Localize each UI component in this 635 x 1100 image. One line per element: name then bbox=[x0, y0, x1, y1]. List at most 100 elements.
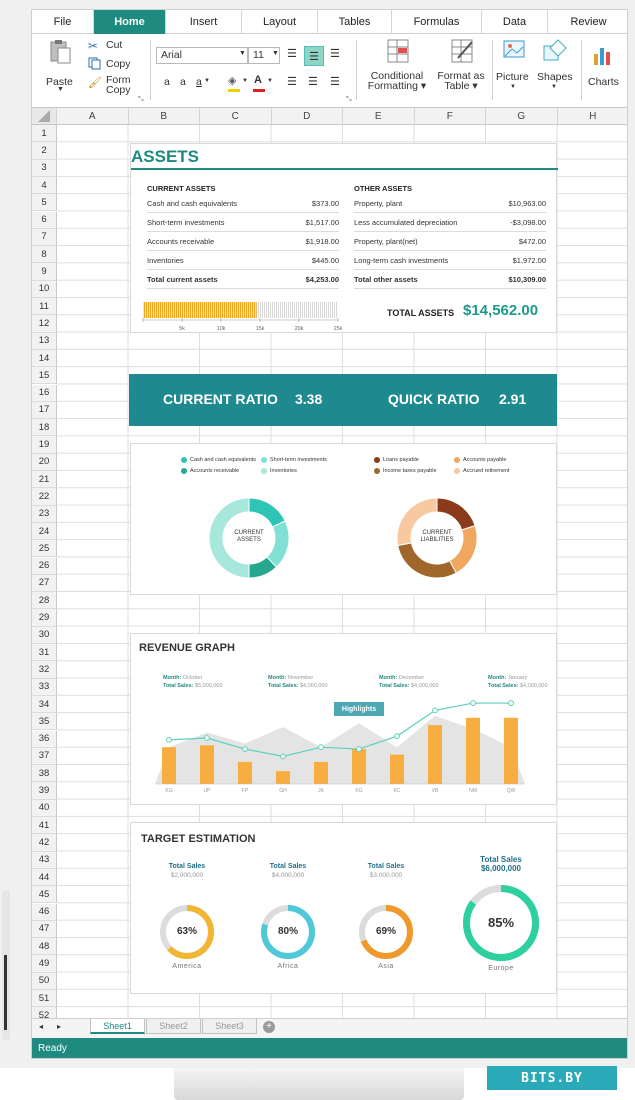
row-header[interactable]: 47 bbox=[32, 920, 57, 939]
row-header[interactable]: 33 bbox=[32, 678, 57, 696]
shapes-dropdown-icon[interactable]: ▼ bbox=[551, 84, 557, 90]
row-header[interactable]: 41 bbox=[32, 817, 57, 835]
row-header[interactable]: 28 bbox=[32, 592, 57, 610]
row-header[interactable]: 3 bbox=[32, 159, 57, 177]
fill-color-icon[interactable]: ◈ bbox=[228, 75, 237, 87]
row-header[interactable]: 15 bbox=[32, 367, 57, 385]
row-header[interactable]: 4 bbox=[32, 176, 57, 195]
row-header[interactable]: 45 bbox=[32, 886, 57, 904]
tab-tables[interactable]: Tables bbox=[318, 10, 392, 34]
row-header[interactable]: 12 bbox=[32, 315, 57, 333]
row-header[interactable]: 37 bbox=[32, 747, 57, 766]
row-header[interactable]: 27 bbox=[32, 574, 57, 593]
format-as-table-button[interactable]: Format as Table ▾ bbox=[437, 70, 485, 92]
align-center-icon[interactable]: ☰ bbox=[308, 76, 318, 88]
row-header[interactable]: 21 bbox=[32, 471, 57, 489]
tab-formulas[interactable]: Formulas bbox=[392, 10, 482, 34]
row-header[interactable]: 8 bbox=[32, 246, 57, 264]
row-header[interactable]: 7 bbox=[32, 228, 57, 247]
column-header[interactable]: B bbox=[128, 108, 200, 125]
alignment-launcher-icon[interactable]: ⤡ bbox=[346, 96, 352, 103]
row-header[interactable]: 43 bbox=[32, 851, 57, 869]
row-header[interactable]: 2 bbox=[32, 142, 57, 160]
copy-button[interactable]: Copy bbox=[106, 58, 131, 70]
tab-home[interactable]: Home bbox=[94, 10, 166, 34]
format-painter-icon[interactable]: 🖌 bbox=[88, 77, 102, 89]
tab-layout[interactable]: Layout bbox=[242, 10, 318, 34]
row-header[interactable]: 16 bbox=[32, 384, 57, 402]
row-header[interactable]: 22 bbox=[32, 488, 57, 506]
sheet-tab-1[interactable]: Sheet1 bbox=[90, 1019, 145, 1034]
row-header[interactable]: 19 bbox=[32, 436, 57, 454]
row-header[interactable]: 49 bbox=[32, 955, 57, 973]
row-header[interactable]: 39 bbox=[32, 782, 57, 800]
align-left-icon[interactable]: ☰ bbox=[287, 76, 297, 88]
row-header[interactable]: 9 bbox=[32, 263, 57, 281]
picture-button[interactable]: Picture bbox=[496, 71, 529, 83]
row-header[interactable]: 42 bbox=[32, 834, 57, 852]
increase-font-button[interactable]: a bbox=[164, 76, 170, 88]
align-top-icon[interactable]: ☰ bbox=[287, 48, 297, 60]
font-color-dropdown-icon[interactable]: ▼ bbox=[267, 78, 273, 84]
row-header[interactable]: 14 bbox=[32, 349, 57, 368]
row-header[interactable]: 34 bbox=[32, 695, 57, 714]
row-header[interactable]: 1 bbox=[32, 125, 57, 143]
align-right-icon[interactable]: ☰ bbox=[330, 76, 340, 88]
shapes-icon[interactable] bbox=[542, 38, 568, 64]
row-header[interactable]: 40 bbox=[32, 799, 57, 817]
format-as-table-icon[interactable] bbox=[450, 38, 474, 64]
row-header[interactable]: 18 bbox=[32, 419, 57, 437]
paste-dropdown-icon[interactable]: ▼ bbox=[57, 86, 64, 93]
decrease-font-button[interactable]: a bbox=[180, 76, 186, 88]
cut-icon[interactable]: ✂ bbox=[88, 39, 99, 53]
column-header[interactable]: C bbox=[200, 108, 272, 125]
row-header[interactable]: 29 bbox=[32, 609, 57, 627]
font-name-select[interactable]: Arial bbox=[156, 47, 248, 64]
column-header[interactable]: H bbox=[557, 108, 627, 125]
paste-icon[interactable] bbox=[48, 39, 72, 65]
column-header[interactable]: E bbox=[343, 108, 415, 125]
tab-file[interactable]: File bbox=[32, 10, 94, 34]
row-header[interactable]: 25 bbox=[32, 540, 57, 558]
tab-insert[interactable]: Insert bbox=[166, 10, 242, 34]
row-header[interactable]: 26 bbox=[32, 557, 57, 575]
align-middle-icon[interactable]: ☰ bbox=[304, 46, 324, 66]
column-header[interactable]: D bbox=[271, 108, 343, 125]
row-header[interactable]: 17 bbox=[32, 401, 57, 420]
charts-button[interactable]: Charts bbox=[588, 76, 619, 88]
row-header[interactable]: 10 bbox=[32, 280, 57, 298]
copy-icon[interactable] bbox=[88, 57, 102, 70]
row-header[interactable]: 48 bbox=[32, 938, 57, 956]
row-header[interactable]: 5 bbox=[32, 194, 57, 212]
fill-dropdown-icon[interactable]: ▼ bbox=[242, 78, 248, 84]
row-header[interactable]: 31 bbox=[32, 644, 57, 662]
row-header[interactable]: 36 bbox=[32, 730, 57, 748]
font-size-dropdown-icon[interactable]: ▼ bbox=[272, 50, 279, 57]
row-header[interactable]: 46 bbox=[32, 903, 57, 921]
prev-sheet-icon[interactable]: ◂ bbox=[39, 1022, 44, 1031]
row-header[interactable]: 24 bbox=[32, 522, 57, 541]
clipboard-launcher-icon[interactable]: ⤡ bbox=[138, 96, 144, 103]
row-header[interactable]: 23 bbox=[32, 505, 57, 523]
next-sheet-icon[interactable]: ▸ bbox=[57, 1022, 62, 1031]
row-header[interactable]: 20 bbox=[32, 453, 57, 471]
underline-button[interactable]: a bbox=[196, 76, 202, 88]
row-header[interactable]: 50 bbox=[32, 972, 57, 990]
row-header[interactable]: 38 bbox=[32, 765, 57, 783]
row-header[interactable]: 44 bbox=[32, 868, 57, 887]
picture-dropdown-icon[interactable]: ▼ bbox=[510, 84, 516, 90]
underline-dropdown-icon[interactable]: ▼ bbox=[204, 78, 210, 84]
cut-button[interactable]: Cut bbox=[106, 39, 123, 51]
column-header[interactable]: A bbox=[57, 108, 129, 125]
picture-icon[interactable] bbox=[502, 38, 526, 64]
conditional-formatting-button[interactable]: Conditional Formatting ▾ bbox=[367, 70, 427, 92]
tab-review[interactable]: Review bbox=[570, 16, 607, 28]
form-copy-button[interactable]: Form Copy bbox=[106, 75, 131, 96]
shapes-button[interactable]: Shapes bbox=[537, 71, 573, 83]
sheet-tab-3[interactable]: Sheet3 bbox=[202, 1019, 257, 1034]
charts-icon[interactable] bbox=[592, 44, 616, 66]
align-bottom-icon[interactable]: ☰ bbox=[330, 48, 340, 60]
row-header[interactable]: 32 bbox=[32, 661, 57, 679]
row-header[interactable]: 6 bbox=[32, 211, 57, 229]
row-header[interactable]: 51 bbox=[32, 990, 57, 1008]
